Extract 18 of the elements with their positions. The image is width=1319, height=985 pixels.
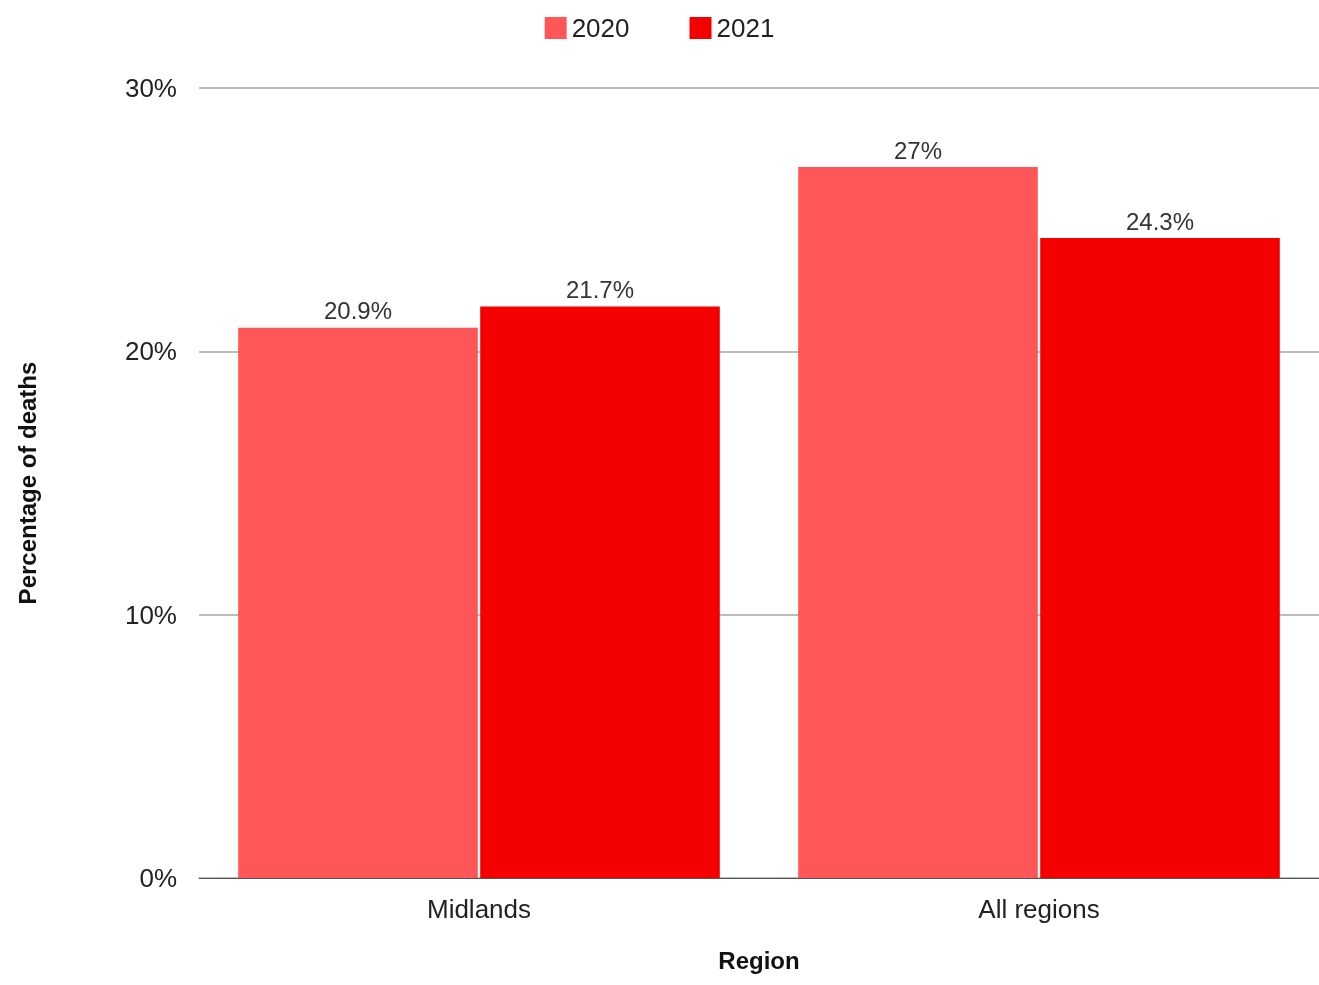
legend-label: 2020 bbox=[571, 13, 630, 43]
bar bbox=[1040, 238, 1280, 878]
data-label: 27% bbox=[893, 136, 943, 164]
x-tick-label: All regions bbox=[978, 894, 1100, 924]
data-label: 20.9% bbox=[323, 297, 393, 325]
x-tick-label: Midlands bbox=[426, 894, 532, 924]
bar bbox=[238, 327, 478, 878]
data-label: 24.3% bbox=[1125, 207, 1195, 235]
y-tick-label: 10% bbox=[124, 599, 177, 630]
legend-label: 2021 bbox=[716, 13, 775, 43]
bar bbox=[798, 167, 1038, 878]
y-tick-label: 0% bbox=[139, 863, 177, 893]
y-tick-label: 20% bbox=[124, 336, 177, 367]
y-axis-title: Percentage of deaths bbox=[13, 361, 41, 605]
x-axis-title: Region bbox=[718, 946, 800, 974]
data-label: 21.7% bbox=[565, 276, 635, 304]
y-tick-label: 30% bbox=[124, 73, 177, 103]
bar bbox=[480, 306, 720, 878]
